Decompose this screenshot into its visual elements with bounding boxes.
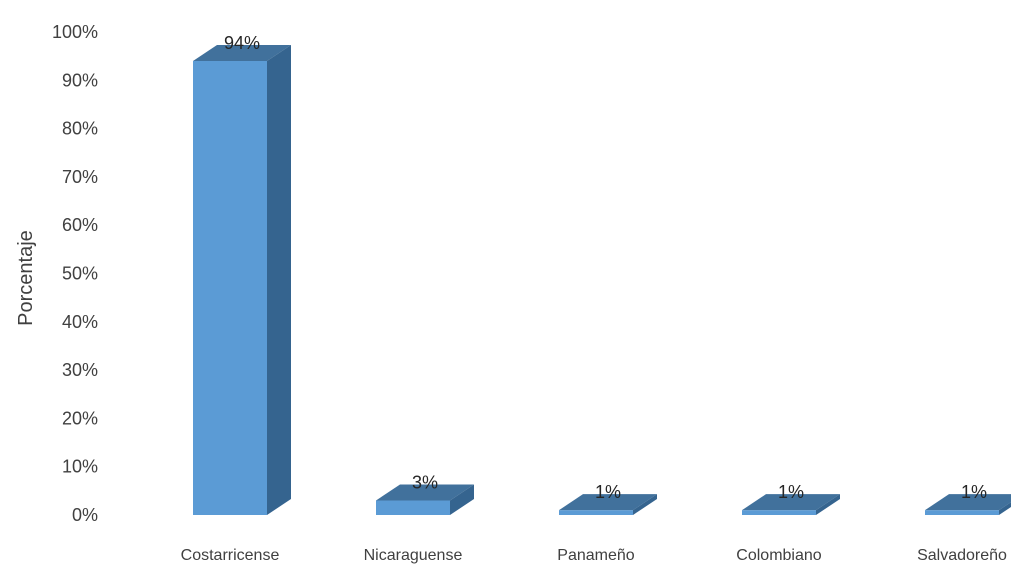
bar-front <box>559 510 633 515</box>
bar-side <box>450 484 474 515</box>
x-tick-label: Costarricense <box>181 547 280 564</box>
bar-side <box>633 494 657 515</box>
bar <box>193 44 291 515</box>
bar-front <box>742 510 816 515</box>
y-tick-label: 40% <box>62 312 98 332</box>
y-tick-label: 70% <box>62 167 98 187</box>
data-label: 1% <box>595 482 621 502</box>
y-tick-label: 30% <box>62 360 98 380</box>
bar-series <box>193 44 1011 515</box>
bar-side <box>999 502 1011 515</box>
data-label: 1% <box>778 482 804 502</box>
data-labels: 94% 3% 1% 1% 1% <box>224 33 987 502</box>
x-axis-labels: Costarricense Nicaraguense Panameño Colombi… <box>181 547 1007 564</box>
data-label: 1% <box>961 482 987 502</box>
bar-side <box>816 494 840 515</box>
bar-top <box>376 484 474 501</box>
bar <box>742 494 840 515</box>
y-tick-label: 100% <box>52 22 98 42</box>
bar-side <box>267 44 291 515</box>
y-tick-label: 50% <box>62 264 98 284</box>
bar-front <box>925 510 999 515</box>
bar-top <box>559 494 657 511</box>
x-tick-label: Colombiano <box>736 547 821 564</box>
bar-top <box>925 494 1011 511</box>
bar <box>925 494 1011 515</box>
y-tick-label: 60% <box>62 215 98 235</box>
y-axis-title: Porcentaje <box>15 230 37 326</box>
y-tick-label: 80% <box>62 119 98 139</box>
data-label: 94% <box>224 33 260 53</box>
y-tick-label: 0% <box>72 505 98 525</box>
bar <box>376 484 474 515</box>
bar-top <box>742 494 840 511</box>
x-tick-label: Salvadoreño <box>917 547 1007 564</box>
y-tick-label: 10% <box>62 457 98 477</box>
bar-front <box>376 500 450 515</box>
y-axis-ticks: 0% 10% 20% 30% 40% 50% 60% 70% 80% 90% 100% <box>52 22 98 525</box>
x-tick-label: Panameño <box>557 547 634 564</box>
x-tick-label: Nicaraguense <box>364 547 463 564</box>
bar-top <box>193 44 291 61</box>
y-tick-label: 90% <box>62 70 98 90</box>
data-label: 3% <box>412 473 438 493</box>
y-tick-label: 20% <box>62 408 98 428</box>
bar <box>559 494 657 515</box>
bar-front <box>193 60 267 515</box>
